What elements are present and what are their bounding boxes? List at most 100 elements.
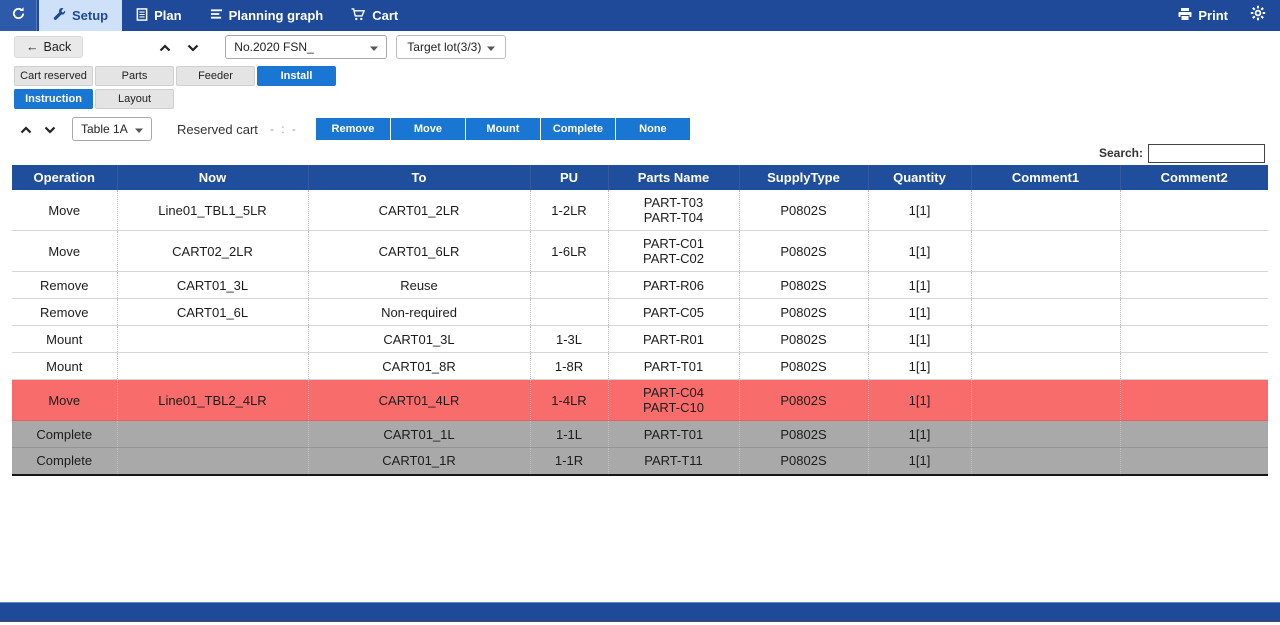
table-cell[interactable] [971, 420, 1121, 448]
table-cell[interactable]: 1-3L [530, 325, 609, 353]
table-row[interactable]: Remove CART01_3L Reuse PART-R06 P0802S 1[1] [12, 271, 1268, 299]
table-cell[interactable]: 1-1R [530, 447, 609, 475]
table-cell[interactable] [1120, 190, 1268, 231]
table-cell[interactable]: Non-required [308, 298, 531, 326]
table-cell[interactable]: P0802S [739, 420, 869, 448]
filter-instruction-button[interactable]: Instruction [14, 89, 93, 109]
table-cell[interactable]: Complete [12, 420, 118, 448]
table-row[interactable]: Mount CART01_8R 1-8R PART-T01 P0802S 1[1] [12, 352, 1268, 380]
filter-feeder-button[interactable]: Feeder [176, 66, 255, 86]
table-cell[interactable]: P0802S [739, 271, 869, 299]
fsn-prev-button[interactable] [153, 37, 177, 58]
action-move-button[interactable]: Move [390, 118, 465, 140]
table-cell[interactable]: CART01_6LR [308, 230, 531, 272]
settings-button[interactable] [1240, 5, 1280, 26]
table-cell[interactable] [1120, 420, 1268, 448]
table-cell[interactable] [1120, 447, 1268, 475]
table-row[interactable]: Move Line01_TBL1_5LR CART01_2LR 1-2LR PART-T… [12, 190, 1268, 231]
filter-cart-reserved-button[interactable]: Cart reserved [14, 66, 93, 86]
table-cell[interactable]: 1[1] [868, 298, 972, 326]
action-mount-button[interactable]: Mount [465, 118, 540, 140]
fsn-next-button[interactable] [181, 37, 205, 58]
table-cell[interactable] [971, 352, 1121, 380]
nav-tab-setup[interactable]: Setup [39, 0, 123, 31]
table-cell[interactable]: 1-4LR [530, 379, 609, 421]
table-cell[interactable] [117, 352, 309, 380]
table-cell[interactable]: PART-T11 [608, 447, 740, 475]
table-cell[interactable]: PART-R01 [608, 325, 740, 353]
table-cell[interactable] [117, 420, 309, 448]
nav-tab-plan[interactable]: Plan [122, 0, 195, 31]
table-cell[interactable] [117, 447, 309, 475]
table-cell[interactable] [1120, 352, 1268, 380]
table-cell[interactable]: CART02_2LR [117, 230, 309, 272]
table-cell[interactable] [1120, 379, 1268, 421]
table-cell[interactable]: CART01_8R [308, 352, 531, 380]
table-cell[interactable]: Line01_TBL2_4LR [117, 379, 309, 421]
action-remove-button[interactable]: Remove [315, 118, 390, 140]
target-lot-button[interactable]: Target lot(3/3) [396, 35, 507, 59]
table-cell[interactable]: CART01_1L [308, 420, 531, 448]
table-cell[interactable]: PART-C05 [608, 298, 740, 326]
table-cell[interactable] [971, 230, 1121, 272]
table-row[interactable]: Move Line01_TBL2_4LR CART01_4LR 1-4LR PART-C… [12, 379, 1268, 421]
table-cell[interactable]: Mount [12, 325, 118, 353]
table-cell[interactable]: CART01_4LR [308, 379, 531, 421]
table-cell[interactable]: PART-T03 PART-T04 [608, 190, 740, 231]
table-cell[interactable]: Remove [12, 298, 118, 326]
table-cell[interactable]: Move [12, 190, 118, 231]
table-cell[interactable] [1120, 298, 1268, 326]
table-cell[interactable]: Move [12, 230, 118, 272]
table-cell[interactable]: 1[1] [868, 271, 972, 299]
table-cell[interactable] [1120, 325, 1268, 353]
fsn-select[interactable]: No.2020 FSN_ [225, 35, 388, 59]
table-select[interactable]: Table 1A [72, 117, 152, 141]
table-row[interactable]: Move CART02_2LR CART01_6LR 1-6LR PART-C01 PA… [12, 230, 1268, 272]
table-cell[interactable]: CART01_3L [308, 325, 531, 353]
table-cell[interactable]: 1[1] [868, 447, 972, 475]
print-button[interactable]: Print [1166, 7, 1240, 24]
table-cell[interactable]: 1[1] [868, 352, 972, 380]
table-cell[interactable]: 1-2LR [530, 190, 609, 231]
table-cell[interactable] [971, 190, 1121, 231]
filter-install-button[interactable]: Install [257, 66, 336, 86]
table-row[interactable]: Complete CART01_1R 1-1R PART-T11 P0802S 1[1] [12, 447, 1268, 475]
table-cell[interactable]: PART-T01 [608, 352, 740, 380]
refresh-button[interactable] [0, 0, 37, 31]
filter-parts-button[interactable]: Parts [95, 66, 174, 86]
action-complete-button[interactable]: Complete [540, 118, 615, 140]
table-cell[interactable] [1120, 271, 1268, 299]
action-none-button[interactable]: None [615, 118, 690, 140]
table-cell[interactable]: P0802S [739, 447, 869, 475]
table-cell[interactable]: Mount [12, 352, 118, 380]
table-cell[interactable]: P0802S [739, 352, 869, 380]
table-cell[interactable] [971, 271, 1121, 299]
nav-tab-planning-graph[interactable]: Planning graph [196, 0, 338, 31]
table-cell[interactable]: PART-R06 [608, 271, 740, 299]
table-cell[interactable]: P0802S [739, 230, 869, 272]
table-cell[interactable]: 1[1] [868, 379, 972, 421]
table-cell[interactable] [971, 298, 1121, 326]
table-cell[interactable]: CART01_1R [308, 447, 531, 475]
table-cell[interactable]: P0802S [739, 379, 869, 421]
table-cell[interactable] [971, 447, 1121, 475]
table-cell[interactable] [971, 325, 1121, 353]
table-prev-button[interactable] [14, 119, 38, 140]
table-cell[interactable]: Move [12, 379, 118, 421]
table-row[interactable]: Complete CART01_1L 1-1L PART-T01 P0802S 1[1] [12, 420, 1268, 448]
table-cell[interactable] [530, 271, 609, 299]
table-cell[interactable]: 1[1] [868, 230, 972, 272]
table-cell[interactable]: 1-8R [530, 352, 609, 380]
table-cell[interactable]: P0802S [739, 298, 869, 326]
table-cell[interactable]: CART01_3L [117, 271, 309, 299]
table-cell[interactable]: CART01_2LR [308, 190, 531, 231]
nav-tab-cart[interactable]: Cart [337, 0, 412, 31]
table-next-button[interactable] [38, 119, 62, 140]
table-row[interactable]: Remove CART01_6L Non-required PART-C05 P0802… [12, 298, 1268, 326]
search-input[interactable] [1148, 143, 1265, 163]
table-cell[interactable]: PART-C01 PART-C02 [608, 230, 740, 272]
table-cell[interactable]: 1-1L [530, 420, 609, 448]
table-cell[interactable]: PART-C04 PART-C10 [608, 379, 740, 421]
back-button[interactable]: ← Back [14, 36, 84, 58]
table-cell[interactable] [971, 379, 1121, 421]
